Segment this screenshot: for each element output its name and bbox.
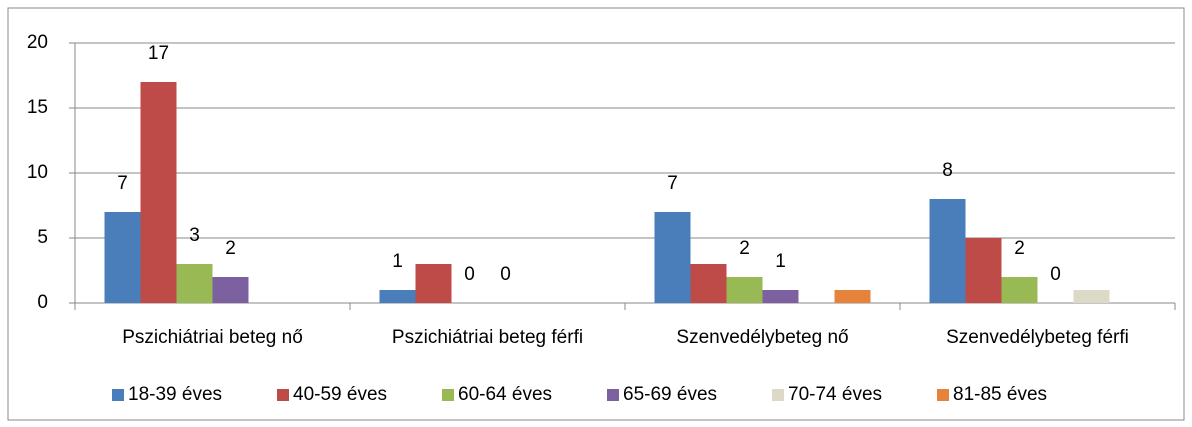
data-label: 1 bbox=[392, 251, 403, 272]
bar bbox=[965, 238, 1002, 303]
bar bbox=[834, 290, 871, 303]
legend-swatch bbox=[937, 389, 949, 401]
bar bbox=[1001, 277, 1038, 303]
bar bbox=[212, 277, 249, 303]
data-label: 2 bbox=[225, 238, 236, 259]
bar bbox=[762, 290, 799, 303]
data-label: 7 bbox=[117, 173, 128, 194]
data-label: 17 bbox=[148, 43, 169, 64]
bar bbox=[104, 212, 141, 303]
bar bbox=[726, 277, 763, 303]
legend-label: 81-85 éves bbox=[953, 384, 1047, 405]
bar bbox=[176, 264, 213, 303]
legend-label: 60-64 éves bbox=[458, 384, 552, 405]
x-tick-label: Pszichiátriai beteg nő bbox=[122, 327, 303, 348]
data-label: 3 bbox=[189, 225, 200, 246]
y-tick-label: 5 bbox=[37, 227, 48, 248]
bar bbox=[929, 199, 966, 303]
data-label: 0 bbox=[1050, 264, 1061, 285]
data-label: 0 bbox=[464, 264, 475, 285]
data-label: 1 bbox=[775, 251, 786, 272]
chart-border bbox=[7, 7, 1185, 421]
bar bbox=[654, 212, 691, 303]
x-tick-label: Szenvedélybeteg férfi bbox=[946, 327, 1129, 348]
y-tick-label: 0 bbox=[37, 292, 48, 313]
x-tick-label: Szenvedélybeteg nő bbox=[676, 327, 848, 348]
data-label: 0 bbox=[500, 264, 511, 285]
legend-swatch bbox=[772, 389, 784, 401]
y-tick-label: 10 bbox=[27, 162, 48, 183]
data-label: 8 bbox=[942, 160, 953, 181]
legend-swatch bbox=[607, 389, 619, 401]
legend-label: 70-74 éves bbox=[788, 384, 882, 405]
bar bbox=[690, 264, 727, 303]
legend-label: 18-39 éves bbox=[128, 384, 222, 405]
data-label: 2 bbox=[1014, 238, 1025, 259]
bar bbox=[140, 82, 177, 303]
x-tick-label: Pszichiátriai beteg férfi bbox=[392, 327, 583, 348]
legend-label: 40-59 éves bbox=[293, 384, 387, 405]
bar bbox=[415, 264, 452, 303]
legend-swatch bbox=[112, 389, 124, 401]
bar bbox=[379, 290, 416, 303]
data-label: 7 bbox=[667, 173, 678, 194]
bar bbox=[1073, 290, 1110, 303]
y-tick-label: 20 bbox=[27, 32, 48, 53]
data-label: 2 bbox=[739, 238, 750, 259]
y-tick-label: 15 bbox=[27, 97, 48, 118]
legend-swatch bbox=[442, 389, 454, 401]
legend-swatch bbox=[277, 389, 289, 401]
legend-label: 65-69 éves bbox=[623, 384, 717, 405]
